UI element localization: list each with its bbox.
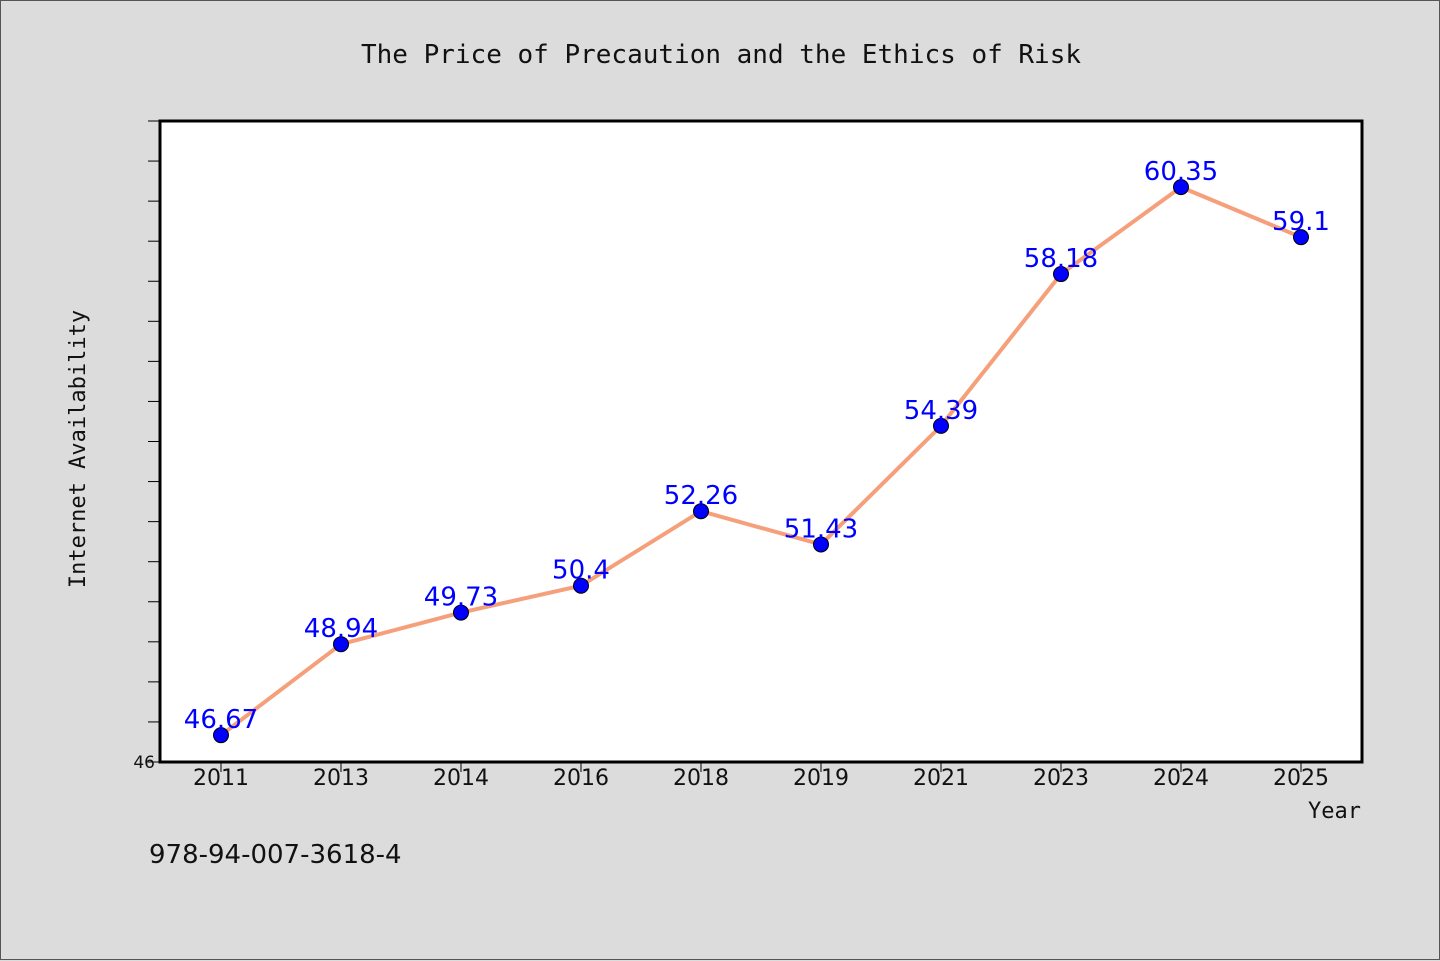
series-line [219, 185, 1302, 737]
data-point [933, 417, 949, 434]
data-label: 58.18 [1024, 244, 1098, 274]
data-point [813, 536, 829, 553]
x-tick-label: 2021 [913, 766, 969, 791]
x-tick-label: 2013 [313, 766, 369, 791]
y-axis-ticks: 46 [133, 120, 160, 773]
data-point [1293, 229, 1309, 246]
data-label: 49.73 [424, 583, 498, 613]
data-series: 46.67 48.94 49.73 50.4 52.26 51.43 54.39 58.18 6… [184, 157, 1330, 744]
data-label: 54.39 [904, 396, 978, 426]
data-point [1053, 266, 1069, 283]
data-label: 48.94 [304, 614, 378, 644]
data-point [693, 503, 709, 520]
data-label: 52.26 [664, 481, 738, 511]
data-label: 46.67 [184, 705, 258, 735]
x-tick-label: 2016 [553, 766, 609, 791]
data-label: 50.4 [552, 556, 610, 586]
y-tick-label: 46 [133, 753, 155, 773]
data-point [333, 636, 349, 653]
chart-title: The Price of Precaution and the Ethics o… [361, 40, 1081, 70]
data-point [1173, 179, 1189, 196]
x-tick-label: 2011 [193, 766, 249, 791]
x-axis-ticks: 2011 2013 2014 2016 2018 2019 2021 2023 2024 2025 [193, 762, 1329, 791]
data-point [573, 577, 589, 594]
data-label: 59.1 [1272, 207, 1330, 237]
plot-area [158, 119, 1364, 764]
y-axis-label: Internet Availability [66, 310, 91, 588]
x-tick-label: 2019 [793, 766, 849, 791]
data-label: 51.43 [784, 514, 858, 544]
x-axis-label: Year [1308, 799, 1361, 824]
isbn-footnote: 978-94-007-3618-4 [149, 840, 402, 870]
x-tick-label: 2018 [673, 766, 729, 791]
x-tick-label: 2025 [1273, 766, 1329, 791]
data-point [453, 604, 469, 621]
data-point [213, 727, 229, 744]
x-tick-label: 2014 [433, 766, 489, 791]
x-tick-label: 2024 [1153, 766, 1209, 791]
x-tick-label: 2023 [1033, 766, 1089, 791]
data-label: 60.35 [1144, 157, 1218, 187]
